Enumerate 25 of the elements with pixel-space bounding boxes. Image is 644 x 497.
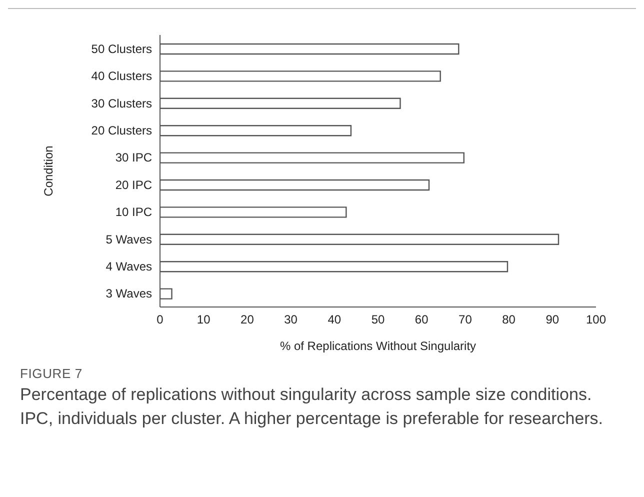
x-tick-label: 100 [586,312,606,327]
x-tick-label: 90 [546,312,560,327]
y-tick-label: 3 Waves [106,286,152,301]
x-tick-label: 40 [328,312,342,327]
y-axis-title: Condition [41,146,56,196]
x-tick-label: 70 [458,312,472,327]
y-tick-label: 10 IPC [115,205,152,220]
x-tick-label: 10 [196,312,211,327]
y-tick-label: 40 Clusters [91,69,152,84]
x-tick-label: 30 [284,312,298,327]
y-tick-label: 30 IPC [115,150,152,165]
y-tick-label: 50 Clusters [91,42,152,56]
y-tick-label: 30 Clusters [91,96,152,110]
x-tick-label: 0 [156,312,164,327]
x-tick-label: 80 [502,312,516,327]
y-tick-label: 4 Waves [106,259,152,274]
y-tick-label: 20 IPC [115,178,152,192]
x-tick-label: 50 [371,312,385,327]
y-tick-label: 5 Waves [106,232,152,246]
text: Percentage of replications without singularity across sample size conditions. IPC, individuals per cluster. A higher percentage is preferable for researchers. [19,384,604,430]
x-tick-label: 20 [240,312,254,327]
x-tick-label: 60 [414,312,429,327]
text: FIGURE 7 [19,366,84,381]
y-tick-label: 20 Clusters [91,123,152,138]
x-axis-title: % of Replications Without Singularity [280,339,476,353]
